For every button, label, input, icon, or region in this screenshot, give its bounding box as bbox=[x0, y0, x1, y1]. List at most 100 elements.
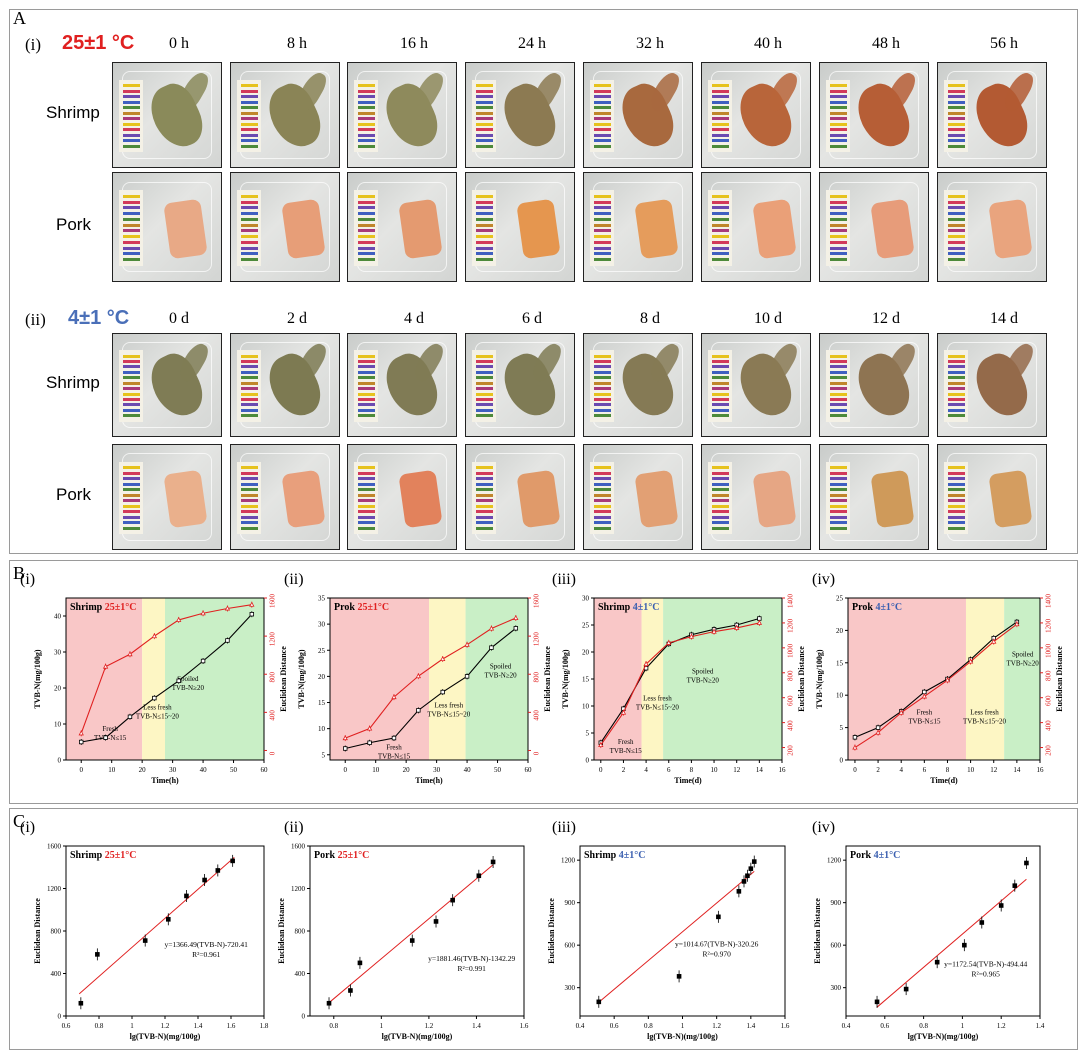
indicator-bar bbox=[829, 477, 847, 481]
indicator-bar bbox=[593, 217, 611, 221]
pork-sample bbox=[398, 198, 443, 260]
indicator-strip bbox=[944, 461, 969, 535]
indicator-bar bbox=[829, 499, 847, 503]
indicator-bar bbox=[475, 360, 493, 364]
pork-sample-photo bbox=[112, 444, 222, 550]
indicator-bar bbox=[240, 387, 258, 391]
indicator-bar bbox=[947, 499, 965, 503]
indicator-bar bbox=[593, 111, 611, 115]
indicator-bar bbox=[829, 370, 847, 374]
indicator-bar bbox=[122, 477, 140, 481]
pork-sample-photo bbox=[112, 172, 222, 282]
indicator-bar bbox=[947, 403, 965, 407]
indicator-bar bbox=[475, 212, 493, 216]
indicator-bar bbox=[357, 240, 375, 244]
indicator-bar bbox=[122, 510, 140, 514]
indicator-bar bbox=[357, 194, 375, 198]
shrimp-row-label: Shrimp bbox=[46, 103, 100, 122]
indicator-bar bbox=[711, 370, 729, 374]
indicator-strip bbox=[472, 350, 497, 422]
indicator-bar bbox=[593, 133, 611, 137]
shrimp-sample-photo bbox=[583, 62, 693, 168]
indicator-strip bbox=[708, 350, 733, 422]
indicator-bar bbox=[240, 521, 258, 525]
indicator-bar bbox=[122, 194, 140, 198]
shrimp-sample-photo bbox=[701, 333, 811, 437]
indicator-bar bbox=[593, 392, 611, 396]
indicator-bar bbox=[947, 223, 965, 227]
indicator-bar bbox=[947, 89, 965, 93]
indicator-bar bbox=[357, 387, 375, 391]
indicator-bar bbox=[357, 95, 375, 99]
indicator-bar bbox=[122, 504, 140, 508]
indicator-bar bbox=[829, 252, 847, 256]
indicator-bar bbox=[829, 122, 847, 126]
indicator-bar bbox=[593, 117, 611, 121]
indicator-strip bbox=[354, 461, 379, 535]
indicator-bar bbox=[593, 515, 611, 519]
indicator-bar bbox=[240, 370, 258, 374]
indicator-bar bbox=[829, 111, 847, 115]
indicator-bar bbox=[829, 217, 847, 221]
indicator-bar bbox=[593, 376, 611, 380]
indicator-bar bbox=[475, 95, 493, 99]
indicator-bar bbox=[475, 194, 493, 198]
indicator-bar bbox=[593, 493, 611, 497]
indicator-bar bbox=[475, 482, 493, 486]
indicator-bar bbox=[947, 217, 965, 221]
indicator-bar bbox=[357, 381, 375, 385]
indicator-bar bbox=[357, 122, 375, 126]
pork-sample-photo bbox=[347, 172, 457, 282]
indicator-bar bbox=[711, 83, 729, 87]
shrimp-sample-photo bbox=[347, 62, 457, 168]
indicator-bar bbox=[829, 482, 847, 486]
pork-sample-photo bbox=[937, 444, 1047, 550]
indicator-bar bbox=[475, 354, 493, 358]
indicator-bar bbox=[829, 133, 847, 137]
indicator-bar bbox=[357, 133, 375, 137]
indicator-bar bbox=[475, 381, 493, 385]
pork-sample-photo bbox=[583, 444, 693, 550]
indicator-bar bbox=[122, 387, 140, 391]
indicator-bar bbox=[357, 499, 375, 503]
indicator-bar bbox=[947, 370, 965, 374]
time-label: 6 d bbox=[522, 310, 542, 327]
indicator-bar bbox=[829, 212, 847, 216]
indicator-bar bbox=[122, 257, 140, 261]
indicator-bar bbox=[829, 408, 847, 412]
indicator-bar bbox=[475, 128, 493, 132]
indicator-bar bbox=[240, 403, 258, 407]
indicator-bar bbox=[122, 117, 140, 121]
indicator-bar bbox=[593, 477, 611, 481]
indicator-bar bbox=[711, 257, 729, 261]
indicator-bar bbox=[593, 240, 611, 244]
indicator-bar bbox=[122, 526, 140, 530]
shrimp-sample-photo bbox=[937, 62, 1047, 168]
indicator-bar bbox=[947, 252, 965, 256]
indicator-bar bbox=[240, 257, 258, 261]
indicator-bar bbox=[240, 117, 258, 121]
indicator-bar bbox=[829, 465, 847, 469]
indicator-bar bbox=[475, 370, 493, 374]
shrimp-sample-photo bbox=[819, 333, 929, 437]
indicator-bar bbox=[357, 365, 375, 369]
pork-sample bbox=[634, 469, 679, 529]
indicator-bar bbox=[593, 387, 611, 391]
indicator-bar bbox=[357, 206, 375, 210]
indicator-bar bbox=[829, 526, 847, 530]
indicator-bar bbox=[122, 499, 140, 503]
indicator-bar bbox=[829, 200, 847, 204]
time-label: 8 h bbox=[287, 35, 307, 52]
indicator-bar bbox=[240, 465, 258, 469]
indicator-bar bbox=[593, 403, 611, 407]
indicator-bar bbox=[711, 194, 729, 198]
indicator-bar bbox=[829, 100, 847, 104]
indicator-strip bbox=[119, 190, 144, 266]
indicator-bar bbox=[122, 370, 140, 374]
indicator-bar bbox=[711, 100, 729, 104]
indicator-bar bbox=[829, 257, 847, 261]
indicator-bar bbox=[593, 106, 611, 110]
indicator-strip bbox=[119, 461, 144, 535]
shrimp-sample-photo bbox=[701, 62, 811, 168]
indicator-bar bbox=[947, 526, 965, 530]
